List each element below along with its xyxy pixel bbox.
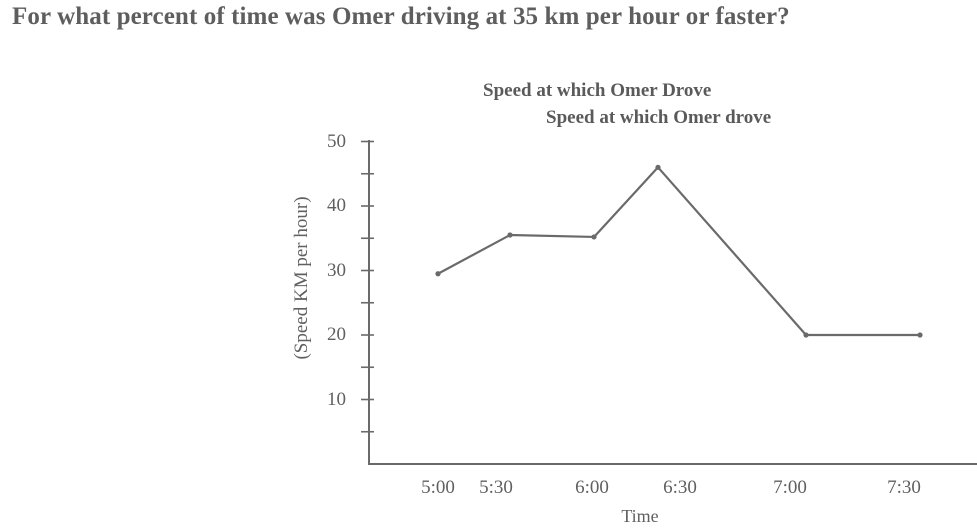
xtick-label-600: 6:00 xyxy=(575,477,609,498)
ytick-label-20: 20 xyxy=(327,324,346,345)
y-axis-label: (Speed KM per hour) xyxy=(291,196,312,360)
data-point xyxy=(507,232,513,238)
data-point xyxy=(435,271,441,277)
ytick-label-40: 40 xyxy=(327,195,346,216)
xtick-label-700: 7:00 xyxy=(773,477,807,498)
data-point xyxy=(917,332,923,338)
data-points xyxy=(435,164,923,338)
xtick-label-730: 7:30 xyxy=(887,477,921,498)
chart-subtitle: Speed at which Omer drove xyxy=(546,107,772,128)
xtick-label-630: 6:30 xyxy=(663,477,697,498)
ytick-label-30: 30 xyxy=(327,260,346,281)
y-axis-ticks xyxy=(361,140,374,433)
ytick-label-10: 10 xyxy=(327,389,346,410)
data-point xyxy=(655,164,661,170)
xtick-label-500: 5:00 xyxy=(421,477,455,498)
chart-title: Speed at which Omer Drove xyxy=(483,80,712,101)
data-point xyxy=(591,234,597,240)
speed-line xyxy=(437,166,920,337)
question-text: For what percent of time was Omer drivin… xyxy=(12,3,790,30)
x-axis-label: Time xyxy=(621,506,659,526)
xtick-label-530: 5:30 xyxy=(479,477,513,498)
data-point xyxy=(803,332,809,338)
ytick-label-50: 50 xyxy=(327,131,346,152)
